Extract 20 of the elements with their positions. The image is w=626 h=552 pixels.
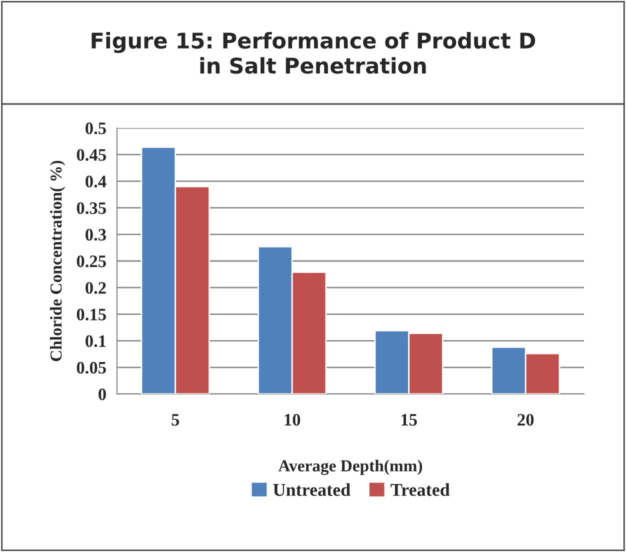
- y-tick-label: 0.15: [76, 308, 106, 320]
- y-tick-label: 0.1: [86, 335, 106, 348]
- x-tick-label: 10: [284, 414, 300, 426]
- legend-label: Treated: [390, 483, 450, 496]
- y-axis-title: Chloride Concentration( %): [50, 160, 66, 362]
- chart-title: Figure 15: Performance of Product D in Salt Penetration: [92, 32, 536, 74]
- y-tick-label: 0.35: [76, 202, 106, 214]
- x-axis-title: Average Depth(mm): [278, 460, 422, 475]
- y-tick-label: 0.2: [86, 282, 106, 294]
- y-tick-label: 0.25: [76, 255, 106, 268]
- x-tick-label: 20: [518, 414, 534, 426]
- y-tick-label: 0.05: [76, 362, 106, 374]
- x-tick-label: 5: [172, 414, 180, 426]
- y-tick-label: 0.3: [86, 228, 106, 241]
- y-tick-label: 0: [98, 388, 106, 400]
- legend-label: Untreated: [273, 483, 350, 496]
- y-tick-label: 0.45: [76, 149, 106, 161]
- x-tick-label: 15: [402, 414, 417, 426]
- y-tick-label: 0.4: [86, 176, 106, 188]
- y-tick-label: 0.5: [86, 122, 106, 134]
